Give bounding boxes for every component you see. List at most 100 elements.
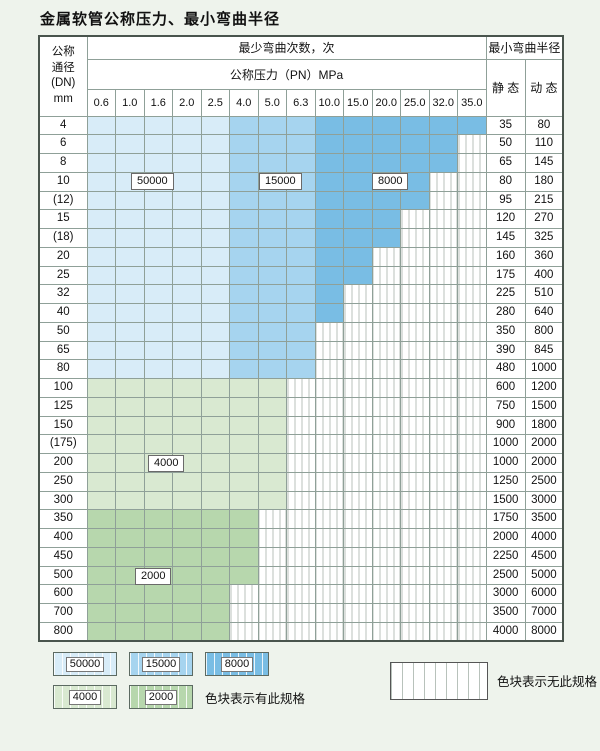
table-body: 4 35 80 6 50 110 8 65 145 10 80 180 (12) 95 215 15 120 27…	[38, 115, 564, 642]
spec-cell-15000	[229, 153, 259, 173]
legend-row: 4000 2000 色块表示有此规格	[53, 685, 305, 709]
no-spec-cell	[314, 528, 344, 548]
no-spec-cell	[257, 621, 287, 642]
no-spec-cell	[343, 340, 373, 361]
spec-cell-8000	[343, 209, 373, 229]
no-spec-cell	[428, 509, 458, 529]
spec-cell-50000	[200, 115, 230, 136]
static-radius-cell: 225	[485, 284, 526, 304]
spec-cell-4000	[115, 415, 145, 436]
spec-cell-2000	[200, 528, 230, 548]
spec-cell-4000	[229, 453, 259, 473]
spec-cell-8000	[343, 153, 373, 173]
no-spec-cell	[343, 565, 373, 586]
page-title: 金属软管公称压力、最小弯曲半径	[40, 11, 281, 28]
spec-cell-15000	[257, 209, 287, 229]
spec-cell-15000	[257, 265, 287, 286]
no-spec-cell	[286, 453, 316, 473]
spec-cell-4000	[86, 434, 116, 454]
no-spec-cell	[286, 621, 316, 642]
static-radius-cell: 1750	[485, 509, 526, 529]
spec-cell-50000	[115, 265, 145, 286]
static-radius-cell: 280	[485, 303, 526, 323]
no-spec-cell	[343, 434, 373, 454]
no-spec-cell	[343, 303, 373, 323]
spec-cell-15000	[257, 303, 287, 323]
no-spec-cell	[257, 565, 287, 586]
static-radius-cell: 120	[485, 209, 526, 229]
spec-cell-15000	[257, 359, 287, 379]
spec-cell-50000	[172, 171, 202, 192]
dn-cell: (175)	[38, 434, 88, 454]
no-spec-cell	[229, 621, 259, 642]
no-spec-cell	[428, 471, 458, 492]
no-spec-cell	[400, 303, 430, 323]
pn-column-header: 35.0	[457, 88, 487, 117]
spec-cell-4000	[229, 434, 259, 454]
spec-cell-4000	[229, 490, 259, 511]
dynamic-column-header: 动 态	[524, 58, 564, 117]
spec-cell-50000	[172, 153, 202, 173]
table-row: 350 1750 3500	[38, 509, 564, 529]
spec-cell-50000	[172, 246, 202, 267]
table-row: 450 2250 4500	[38, 546, 564, 567]
dn-cell: 800	[38, 621, 88, 642]
no-spec-cell	[343, 378, 373, 398]
spec-cell-50000	[86, 209, 116, 229]
spec-cell-50000	[200, 340, 230, 361]
spec-cell-50000	[86, 359, 116, 379]
spec-cell-8000	[314, 228, 344, 248]
pn-column-header: 32.0	[428, 88, 458, 117]
no-spec-cell	[400, 528, 430, 548]
spec-cell-4000	[229, 396, 259, 417]
table-row: 4 35 80	[38, 115, 564, 136]
no-spec-cell	[314, 396, 344, 417]
dynamic-radius-cell: 325	[524, 228, 564, 248]
spec-cell-2000	[143, 603, 173, 623]
no-spec-cell	[428, 621, 458, 642]
table-row: 200 1000 2000	[38, 453, 564, 473]
dynamic-radius-cell: 2000	[524, 453, 564, 473]
spec-cell-50000	[86, 284, 116, 304]
radius-header: 最小弯曲半径	[485, 35, 564, 60]
spec-cell-8000	[371, 228, 401, 248]
spec-cell-15000	[286, 303, 316, 323]
no-spec-cell	[428, 284, 458, 304]
no-spec-cell	[428, 415, 458, 436]
spec-cell-50000	[143, 321, 173, 342]
table-row: 6 50 110	[38, 134, 564, 154]
spec-cell-2000	[115, 603, 145, 623]
spec-cell-50000	[143, 359, 173, 379]
spec-cell-15000	[257, 115, 287, 136]
spec-cell-8000	[400, 134, 430, 154]
no-spec-cell	[286, 415, 316, 436]
no-spec-cell	[400, 490, 430, 511]
table-row: 8 65 145	[38, 153, 564, 173]
dynamic-radius-cell: 640	[524, 303, 564, 323]
static-radius-cell: 2000	[485, 528, 526, 548]
dynamic-radius-cell: 5000	[524, 565, 564, 586]
spec-cell-15000	[257, 340, 287, 361]
spec-cell-50000	[200, 209, 230, 229]
no-spec-cell	[400, 434, 430, 454]
spec-cell-50000	[143, 153, 173, 173]
spec-cell-50000	[143, 265, 173, 286]
spec-cell-4000	[172, 378, 202, 398]
dn-cell: 400	[38, 528, 88, 548]
spec-cell-50000	[115, 209, 145, 229]
spec-cell-4000	[200, 490, 230, 511]
spec-cell-50000	[115, 228, 145, 248]
pn-column-header: 25.0	[400, 88, 430, 117]
table-row: 600 3000 6000	[38, 584, 564, 604]
spec-cell-8000	[314, 134, 344, 154]
no-spec-cell	[314, 490, 344, 511]
spec-cell-50000	[143, 134, 173, 154]
no-spec-cell	[343, 415, 373, 436]
no-spec-cell	[257, 509, 287, 529]
no-spec-cell	[343, 453, 373, 473]
no-spec-cell	[371, 565, 401, 586]
spec-cell-2000	[172, 528, 202, 548]
no-spec-cell	[257, 528, 287, 548]
spec-cell-8000	[371, 190, 401, 211]
spec-cell-50000	[143, 228, 173, 248]
